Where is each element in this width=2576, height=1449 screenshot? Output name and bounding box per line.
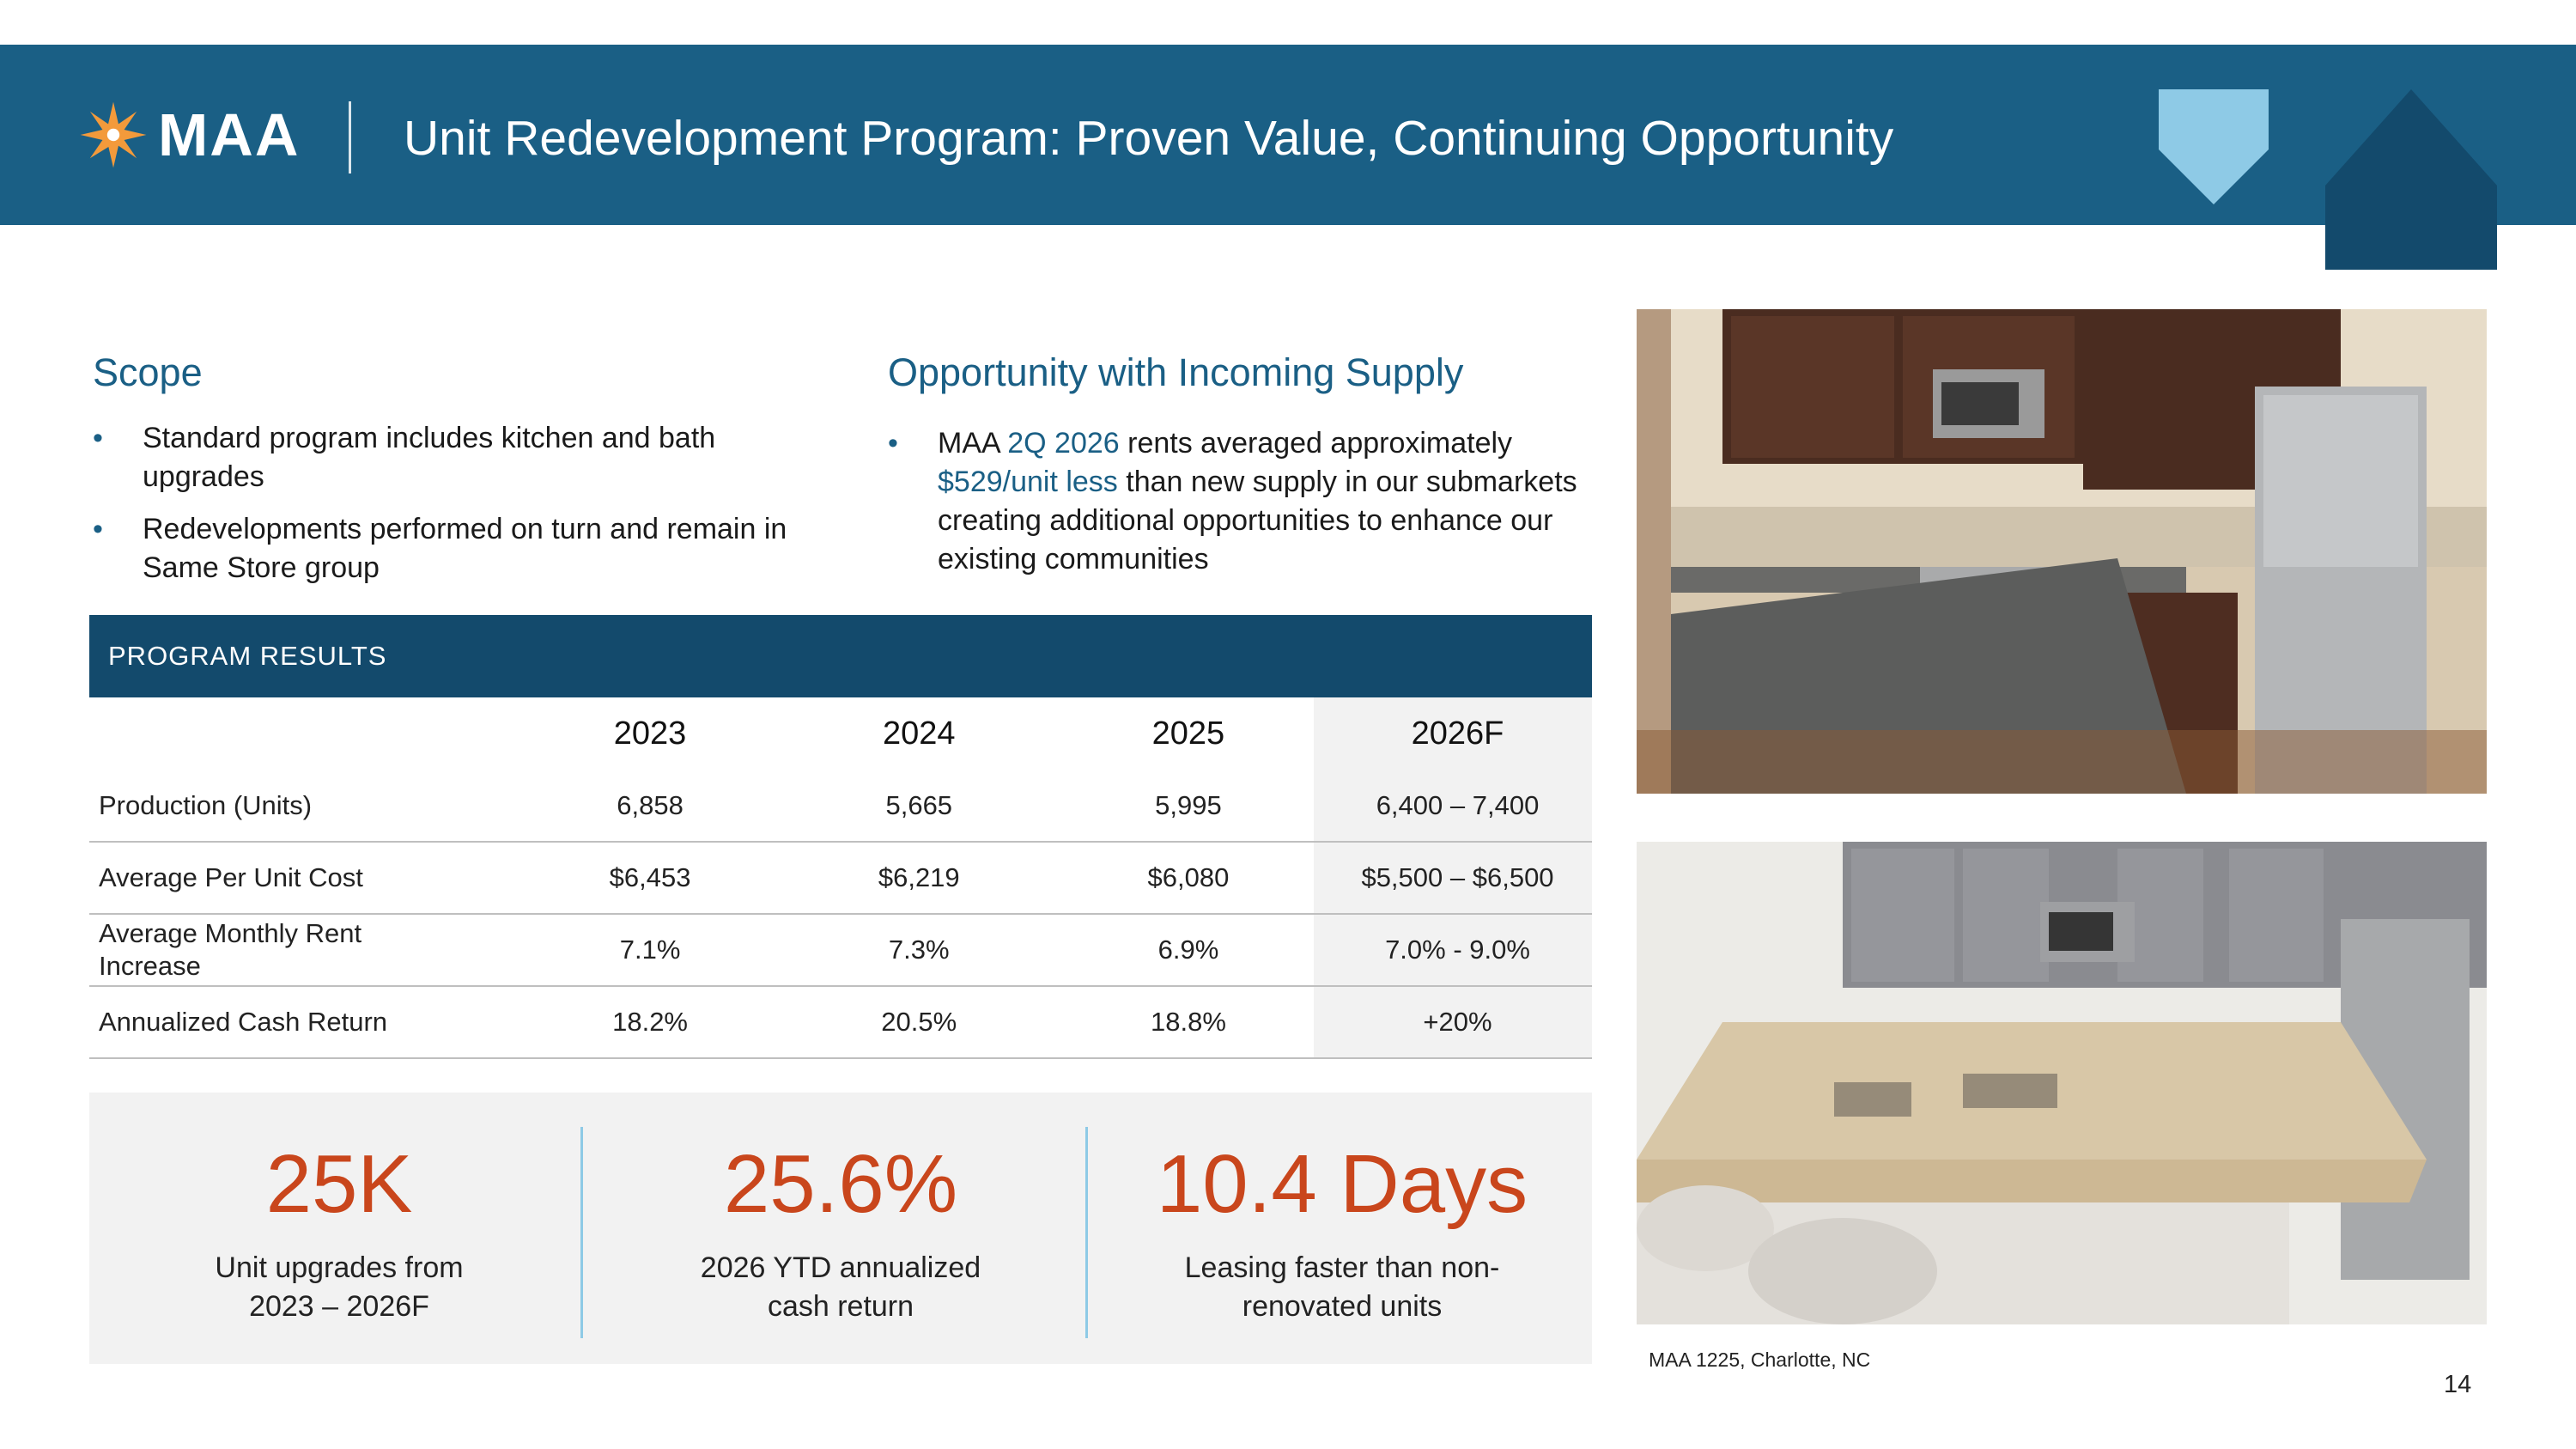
kpi-divider: [1085, 1127, 1088, 1338]
table-row: Average Monthly Rent Increase 7.1% 7.3% …: [89, 914, 1592, 987]
scope-bullet-text: Redevelopments performed on turn and rem…: [143, 513, 787, 584]
metric-label: Average Per Unit Cost: [89, 842, 516, 915]
table-cell: 5,665: [784, 770, 1054, 843]
kpi-label: 2026 YTD annualized cash return: [700, 1251, 981, 1323]
opp-highlight-period: 2Q 2026: [1007, 427, 1120, 460]
table-cell: 18.2%: [515, 986, 785, 1059]
table-cell: $6,080: [1053, 842, 1324, 915]
metric-label: Average Monthly Rent Increase: [89, 914, 516, 987]
column-header: 2023: [613, 715, 687, 752]
bullet-icon: •: [888, 427, 898, 460]
page-title: Unit Redevelopment Program: Proven Value…: [404, 111, 1894, 166]
program-results-label: PROGRAM RESULTS: [108, 641, 387, 671]
kitchen-photo-gray-cabinets: [1637, 842, 2487, 1324]
kpi-value: 10.4 Days: [1156, 1138, 1528, 1230]
kitchen-photo-icon: [1637, 309, 2487, 794]
scope-heading: Scope: [93, 350, 203, 394]
kpi-divider: [580, 1127, 583, 1338]
kitchen-photo-dark-cabinets: [1637, 309, 2487, 794]
metric-label-text: Average Monthly Rent Increase: [99, 918, 362, 981]
maa-logo: MAA: [79, 96, 300, 174]
table-cell: 7.1%: [515, 914, 785, 987]
header-band: [0, 45, 2576, 270]
bullet-icon: •: [93, 422, 103, 454]
kpi-label: Unit upgrades from 2023 – 2026F: [215, 1251, 464, 1323]
logo-wordmark: MAA: [158, 101, 301, 168]
opp-text-part3: than new supply in our submarkets creati…: [938, 466, 1577, 575]
metric-header: [89, 697, 515, 770]
table-row: Average Per Unit Cost $6,453 $6,219 $6,0…: [89, 842, 1592, 915]
kpi-value: 25.6%: [723, 1138, 958, 1230]
table-cell: 6.9%: [1053, 914, 1324, 987]
opp-highlight-gap: $529/unit less: [938, 466, 1118, 498]
chevron-decoration-icon: [2159, 89, 2269, 204]
table-cell: 5,995: [1053, 770, 1324, 843]
opportunity-heading: Opportunity with Incoming Supply: [888, 350, 1464, 394]
bullet-icon: •: [93, 513, 103, 545]
list-item: • Standard program includes kitchen and …: [93, 419, 797, 496]
column-header: 2025: [1151, 715, 1225, 752]
program-results-table: 2023 2024 2025 2026F Production (Units) …: [89, 697, 1592, 1059]
table-cell: 7.3%: [784, 914, 1054, 987]
table-cell: $5,500 – $6,500: [1323, 842, 1592, 915]
opportunity-list: • MAA 2Q 2026 rents averaged approximate…: [888, 424, 1592, 593]
table-header-row: 2023 2024 2025 2026F: [89, 697, 1592, 770]
table-cell: $6,219: [784, 842, 1054, 915]
metric-label: Annualized Cash Return: [89, 986, 516, 1059]
kpi-value: 25K: [265, 1138, 413, 1230]
column-header: 2024: [882, 715, 956, 752]
table-cell: 7.0% - 9.0%: [1323, 914, 1592, 987]
kpi-unit-upgrades: 25K Unit upgrades from 2023 – 2026F: [89, 1093, 589, 1364]
kpi-label: Leasing faster than non-renovated units: [1184, 1251, 1500, 1323]
metric-label: Production (Units): [89, 770, 516, 843]
table-row: Production (Units) 6,858 5,665 5,995 6,4…: [89, 770, 1592, 843]
kpi-leasing-speed: 10.4 Days Leasing faster than non-renova…: [1092, 1093, 1592, 1364]
page-number: 14: [2444, 1371, 2472, 1398]
header-divider: [349, 101, 351, 174]
table-cell: 6,858: [515, 770, 785, 843]
table-cell: 18.8%: [1053, 986, 1324, 1059]
kpi-cash-return: 25.6% 2026 YTD annualized cash return: [591, 1093, 1091, 1364]
column-header: 2026F: [1411, 715, 1504, 752]
opp-text-part1: MAA: [938, 427, 1008, 460]
table-cell: 20.5%: [784, 986, 1054, 1059]
opp-text-part2: rents averaged approximately: [1119, 427, 1513, 460]
table-cell: $6,453: [515, 842, 785, 915]
list-item: • Redevelopments performed on turn and r…: [93, 510, 797, 588]
starburst-icon: [80, 101, 147, 168]
scope-bullet-text: Standard program includes kitchen and ba…: [143, 422, 716, 493]
table-cell: 6,400 – 7,400: [1323, 770, 1592, 843]
program-results-bar: PROGRAM RESULTS: [89, 615, 1592, 697]
table-cell: +20%: [1323, 986, 1592, 1059]
kpi-panel: 25K Unit upgrades from 2023 – 2026F 25.6…: [89, 1093, 1592, 1364]
list-item: • MAA 2Q 2026 rents averaged approximate…: [888, 424, 1592, 579]
scope-list: • Standard program includes kitchen and …: [93, 419, 797, 601]
table-row: Annualized Cash Return 18.2% 20.5% 18.8%…: [89, 986, 1592, 1059]
kitchen-photo-icon: [1637, 842, 2487, 1324]
photo-caption: MAA 1225, Charlotte, NC: [1649, 1349, 1871, 1371]
house-decoration-icon: [2325, 89, 2497, 270]
